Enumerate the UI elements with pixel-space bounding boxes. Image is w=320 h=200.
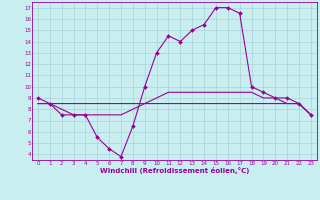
X-axis label: Windchill (Refroidissement éolien,°C): Windchill (Refroidissement éolien,°C) (100, 167, 249, 174)
